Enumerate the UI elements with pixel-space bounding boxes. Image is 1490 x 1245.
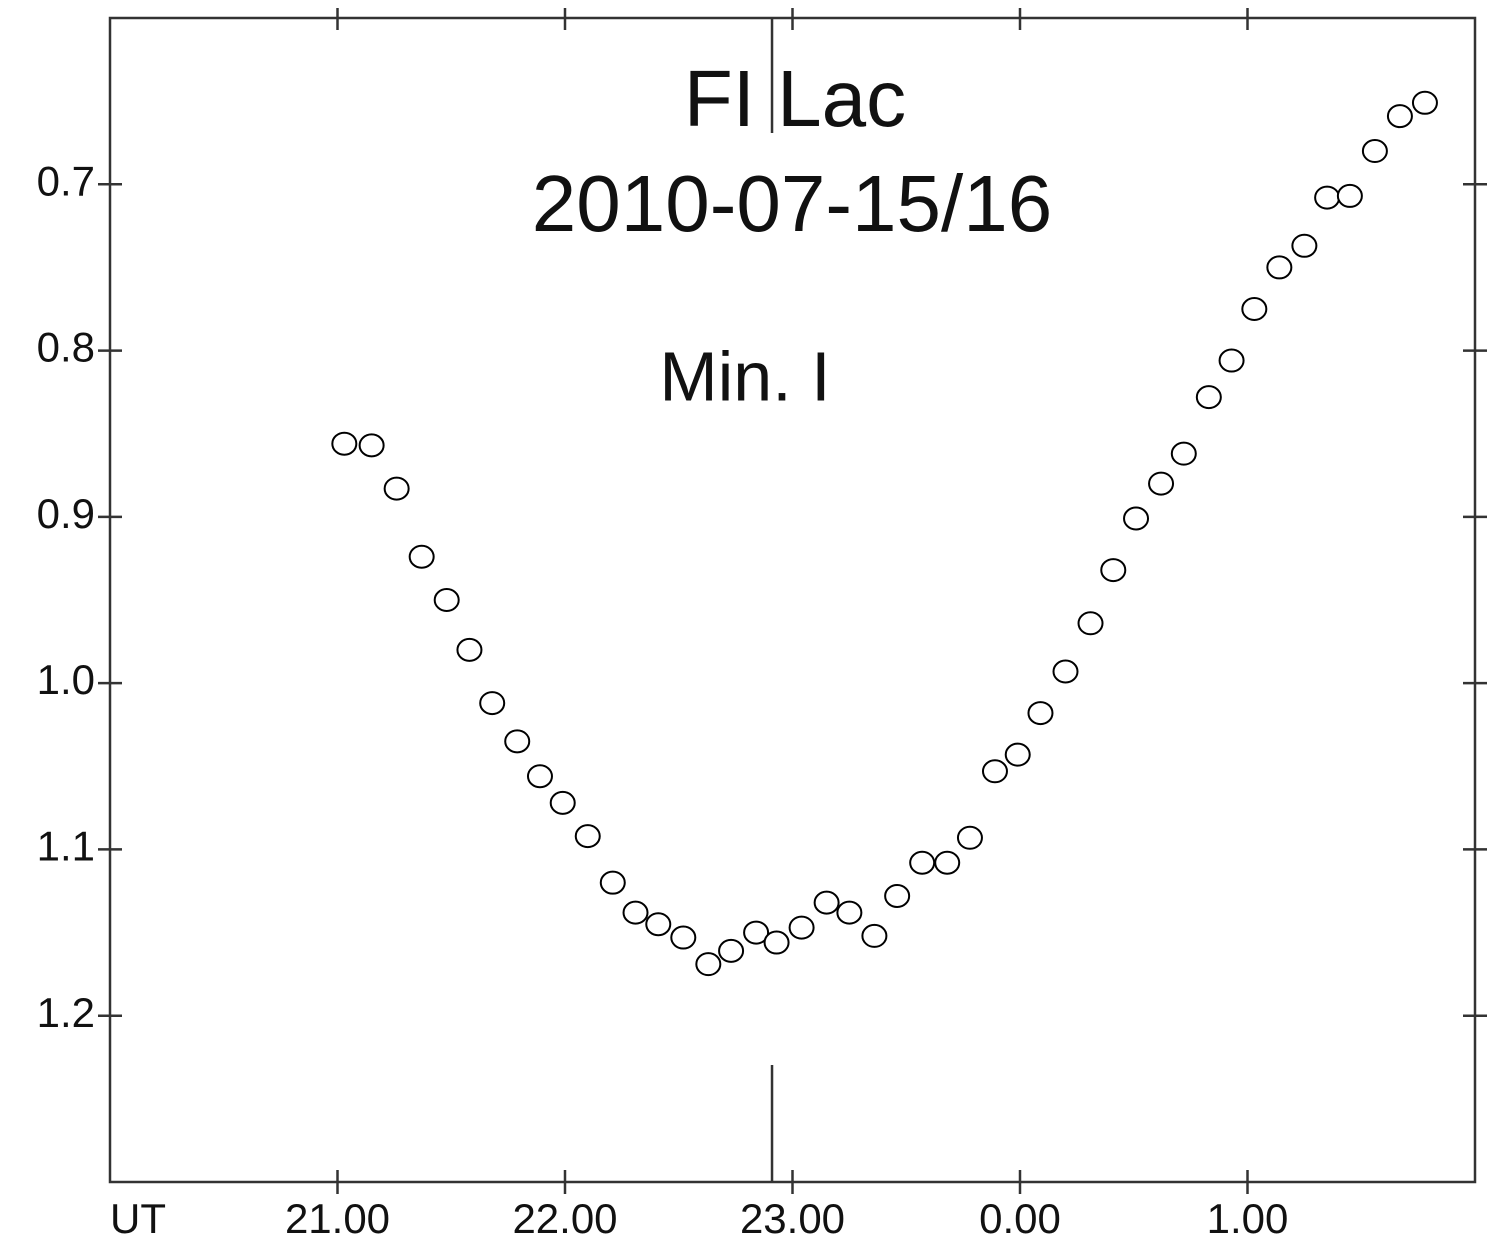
data-point [695, 952, 722, 977]
data-point [1027, 701, 1054, 726]
data-point [1266, 255, 1293, 280]
x-tick-label: 0.00 [979, 1195, 1061, 1242]
y-tick-label: 0.8 [37, 324, 95, 371]
data-point [1123, 506, 1150, 531]
x-tick-label: 21.00 [285, 1195, 390, 1242]
data-point [1077, 611, 1104, 636]
data-point [743, 920, 770, 945]
data-point [813, 890, 840, 915]
x-axis-label: UT [110, 1195, 166, 1242]
y-tick-label: 1.1 [37, 823, 95, 870]
x-tick-label: 22.00 [512, 1195, 617, 1242]
data-point [433, 588, 460, 612]
data-point [836, 900, 863, 925]
y-tick-label: 1.0 [37, 656, 95, 703]
data-point [1314, 185, 1341, 210]
data-point [1218, 348, 1245, 373]
annotation: Min. I [659, 337, 830, 415]
data-point [981, 759, 1008, 784]
data-point [1004, 742, 1031, 767]
x-tick-label: 23.00 [740, 1195, 845, 1242]
data-point [599, 870, 626, 895]
data-point [1361, 139, 1388, 164]
data-point [1386, 104, 1413, 129]
data-point [1052, 659, 1079, 684]
data-point [456, 637, 483, 662]
data-point [909, 850, 936, 875]
data-point [358, 433, 385, 458]
data-point [861, 923, 888, 948]
data-point [884, 883, 911, 908]
data-point [1241, 297, 1268, 321]
data-point [574, 824, 601, 849]
data-point [1148, 471, 1175, 496]
y-tick-label: 0.7 [37, 157, 95, 204]
data-point [408, 544, 435, 569]
chart-subtitle: 2010-07-15/16 [532, 159, 1052, 248]
data-point [788, 915, 815, 940]
data-point [670, 925, 697, 950]
data-point [549, 790, 576, 815]
y-tick-label: 0.9 [37, 490, 95, 537]
data-point [645, 912, 672, 937]
data-point [526, 764, 553, 789]
data-point [479, 691, 506, 716]
data-point [1336, 183, 1363, 208]
data-point [934, 850, 961, 875]
data-point [383, 476, 410, 501]
data-point [1170, 441, 1197, 466]
data-point [1411, 90, 1438, 115]
data-point [956, 825, 983, 850]
data-point [1100, 558, 1127, 583]
data-point [1291, 233, 1318, 258]
data-point [763, 930, 790, 955]
data-point [1195, 385, 1222, 410]
y-tick-label: 1.2 [37, 989, 95, 1036]
data-point [504, 729, 531, 754]
data-point [718, 938, 745, 963]
data-point [331, 431, 358, 456]
data-point [622, 900, 649, 925]
x-tick-label: 1.00 [1207, 1195, 1289, 1242]
chart-title: FI Lac [684, 54, 906, 143]
